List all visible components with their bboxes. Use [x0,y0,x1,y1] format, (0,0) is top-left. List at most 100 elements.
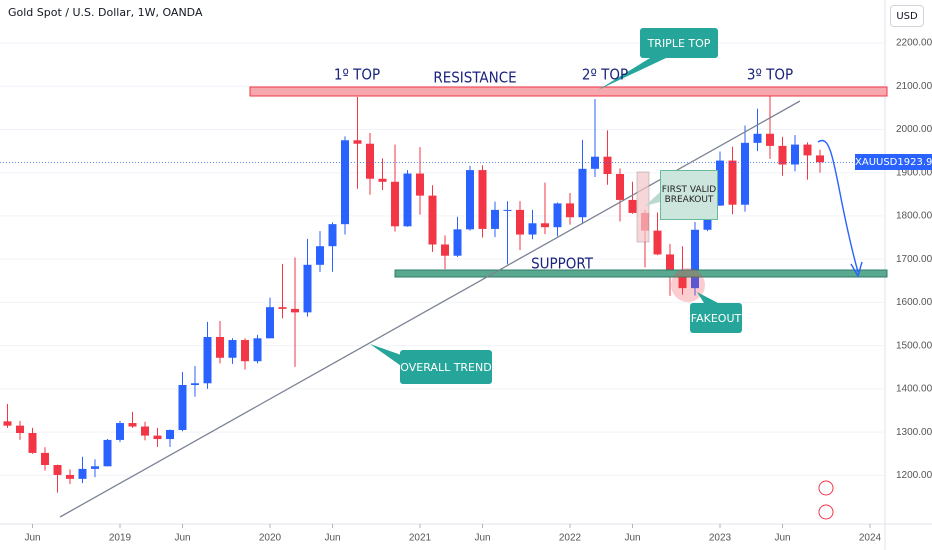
candle-body [816,155,824,163]
candle-body [253,338,262,362]
candle-body [403,173,412,227]
x-tick-label: 2021 [409,533,432,544]
x-tick-label: Jun [174,533,190,544]
y-tick-label: 1500.000 [896,340,932,351]
candle-body [228,340,237,358]
y-tick-label: 1800.000 [896,211,932,222]
candle-body [566,203,574,218]
candle-body [241,340,249,362]
y-tick-label: 1200.000 [896,470,932,481]
callout-pointer [697,292,718,303]
candle-body [416,173,424,196]
event-icon[interactable] [818,480,834,496]
y-tick-label: 2000.000 [896,124,932,135]
candle-body [716,160,724,206]
candle-body [16,425,24,434]
x-tick-label: 2023 [709,533,732,544]
candle-body [666,254,674,277]
candle-body [41,452,49,466]
projection-arrow [817,139,859,273]
candle-body [91,466,99,469]
candle-body [741,142,749,205]
candle-body [328,224,337,247]
x-tick-label: 2020 [259,533,282,544]
annotation: 1º TOP [334,66,380,84]
y-tick-label: 1400.000 [896,384,932,395]
breakout-highlight [636,171,650,243]
x-tick-label: 2024 [859,533,882,544]
candle-body [391,181,399,227]
candle-body [66,474,74,479]
candle-body [553,203,562,228]
annotation: RESISTANCE [433,69,516,87]
annotation: 3º TOP [747,66,793,84]
candle-body [678,276,687,289]
x-tick-label: 2019 [109,533,132,544]
candle-body [266,307,274,339]
fakeout-highlight [671,268,705,302]
candles [0,42,885,493]
candle-body [803,144,812,156]
callout-breakout: FIRST VALID BREAKOUT [660,170,718,220]
candle-body [728,160,737,205]
x-tick-label: Jun [24,533,40,544]
candle-body [3,421,12,426]
candle-body [203,337,212,384]
candle-body [491,209,499,229]
candle-body [516,209,524,235]
support-zone [394,269,888,278]
candle-body [453,229,462,256]
callout-fakeout: FAKEOUT [690,303,742,333]
candle-body [691,229,699,289]
candle-body [791,144,799,165]
x-tick-label: Jun [474,533,490,544]
candle-body [766,133,774,146]
annotation: SUPPORT [531,255,594,273]
candle-body [541,223,549,228]
arrow-head [850,261,863,278]
candle-body [578,168,587,218]
annotation: 2º TOP [582,66,628,84]
callout-pointer [370,344,404,368]
candle-body [141,426,149,436]
y-tick-label: 1300.000 [896,427,932,438]
candle-body [478,170,487,229]
candle-body [428,195,437,245]
y-tick-label: 2100.000 [896,81,932,92]
candle-body [78,468,87,479]
candle-body [353,140,362,144]
x-tick-label: Jun [624,533,640,544]
candle-body [503,209,512,211]
x-tick-label: 2022 [559,533,582,544]
candle-body [53,465,62,475]
y-tick-label: 1600.000 [896,297,932,308]
currency-button[interactable]: USD [890,5,924,27]
resistance-zone [249,86,888,97]
callout-pointer [645,192,660,206]
candle-body [466,170,474,230]
candle-body [116,423,124,440]
candle-body [753,133,762,143]
candle-body [603,156,612,174]
x-tick-label: Jun [774,533,790,544]
candle-body [128,423,137,427]
candle-body [178,385,187,430]
candle-body [366,143,374,179]
candle-body [216,337,224,358]
y-tick-label: 1900.000 [896,167,932,178]
candle-body [166,429,174,440]
candle-body [778,145,787,165]
candle-body [278,307,287,309]
last-price: 1923.920 [897,156,932,168]
candle-body [103,439,112,467]
event-icon[interactable] [818,504,834,520]
candle-body [628,199,637,213]
candle-body [153,435,162,440]
candle-body [316,246,324,265]
candle-body [378,178,387,182]
y-tick-label: 1700.000 [896,254,932,265]
candle-body [191,383,199,386]
